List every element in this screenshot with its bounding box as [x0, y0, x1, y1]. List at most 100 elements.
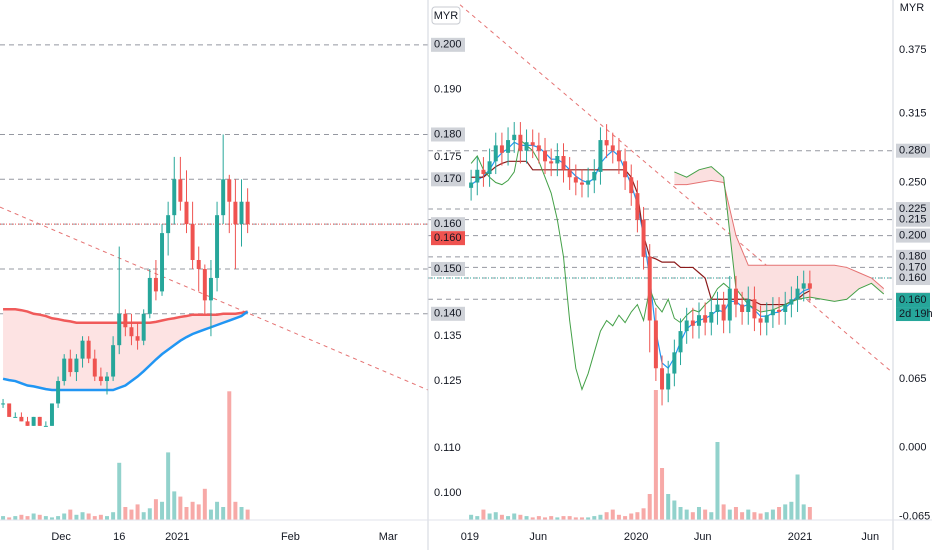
volume-bar — [733, 507, 738, 520]
candle-body — [543, 150, 548, 162]
price-label-box — [431, 37, 465, 52]
volume-bar — [604, 512, 609, 520]
price-label: 0.150 — [434, 263, 462, 275]
candle-body — [641, 219, 646, 257]
candle-body — [653, 320, 658, 369]
volume-bar — [221, 507, 226, 520]
volume-bar — [592, 516, 597, 520]
candle-body — [789, 299, 794, 305]
price-label-box — [896, 228, 930, 243]
volume-bar — [610, 509, 615, 520]
volume-bar — [92, 516, 97, 520]
candle-body — [105, 376, 109, 382]
candle-body — [518, 134, 523, 151]
volume-bar — [647, 494, 652, 520]
candle-body — [549, 161, 554, 164]
currency-badge — [431, 6, 461, 25]
volume-bar — [105, 516, 109, 520]
price-label-box — [431, 172, 465, 187]
volume-bar — [543, 517, 548, 520]
volume-bar — [549, 516, 554, 520]
candle-body — [579, 182, 584, 185]
volume-bar — [727, 509, 732, 520]
price-label-box — [896, 260, 930, 275]
candle-body — [801, 283, 806, 289]
y-tick-label: 0.315 — [899, 107, 927, 119]
volume-bar — [111, 512, 116, 520]
trend-line — [0, 206, 428, 391]
volume-bar — [68, 509, 73, 520]
candle-body — [530, 142, 535, 146]
candle-body — [80, 340, 85, 359]
price-label: 0.180 — [899, 251, 927, 263]
volume-bar — [703, 509, 708, 520]
volume-bar — [86, 513, 91, 520]
candle-body — [733, 288, 738, 305]
volume-bar — [752, 512, 757, 520]
candle-body — [512, 134, 517, 141]
countdown-box — [896, 307, 930, 322]
trend-line — [459, 4, 891, 371]
candle-body — [92, 358, 97, 377]
x-tick-label: Mar — [379, 531, 398, 543]
candle-body — [166, 215, 171, 234]
y-tick-label: 0.065 — [899, 373, 927, 385]
x-tick-label: Jun — [694, 531, 712, 543]
candle-body — [178, 179, 183, 202]
indicator-line — [674, 179, 885, 290]
volume-bar — [740, 512, 745, 520]
candle-body — [567, 169, 572, 178]
y-tick-label: 0.190 — [434, 84, 462, 96]
volume-bar — [623, 516, 628, 520]
volume-bar — [616, 514, 621, 520]
currency: MYR — [434, 10, 459, 22]
volume-bar — [672, 500, 677, 520]
volume-bar — [202, 488, 207, 520]
volume-bar — [635, 512, 640, 520]
candle-body — [561, 156, 566, 170]
volume-bar — [129, 509, 134, 520]
candle-body — [37, 416, 42, 426]
price-label-box — [896, 202, 930, 217]
volume-bar — [178, 496, 183, 520]
volume-bar — [123, 507, 128, 520]
candle-body — [709, 312, 714, 323]
right-plot — [428, 4, 893, 520]
volume-bar — [25, 516, 30, 520]
candle-body — [62, 358, 67, 382]
volume-bar — [233, 501, 238, 520]
volume-bar — [770, 509, 775, 520]
candle-body — [592, 171, 597, 181]
volume-bar — [696, 507, 701, 520]
candle-body — [98, 376, 103, 382]
volume-bar — [579, 517, 584, 520]
candle-body — [245, 201, 250, 225]
candle-body — [481, 169, 486, 175]
price-label-box — [896, 271, 930, 286]
y-tick-label: 0.100 — [434, 487, 462, 499]
volume-bar — [586, 517, 591, 520]
price-label: 0.160 — [899, 272, 927, 284]
volume-bar — [536, 516, 541, 520]
candle-body — [239, 201, 244, 225]
candle-body — [19, 416, 24, 422]
left-plot — [0, 44, 428, 520]
candle-body — [160, 233, 165, 292]
volume-bar — [172, 491, 177, 520]
volume-bar — [721, 504, 726, 520]
candle-body — [141, 313, 146, 341]
candle-body — [746, 299, 751, 312]
y-tick-label: 0.135 — [434, 330, 462, 342]
volume-bar — [117, 462, 122, 520]
candle-body — [672, 352, 677, 374]
candle-body — [752, 299, 757, 319]
candle-body — [690, 320, 695, 326]
candle-body — [233, 201, 238, 225]
candle-body — [795, 288, 800, 300]
candle-body — [117, 313, 122, 346]
volume-bar — [141, 512, 146, 520]
volume-bar — [493, 512, 498, 520]
candle-body — [678, 331, 683, 353]
x-tick-label: Dec — [51, 531, 71, 543]
